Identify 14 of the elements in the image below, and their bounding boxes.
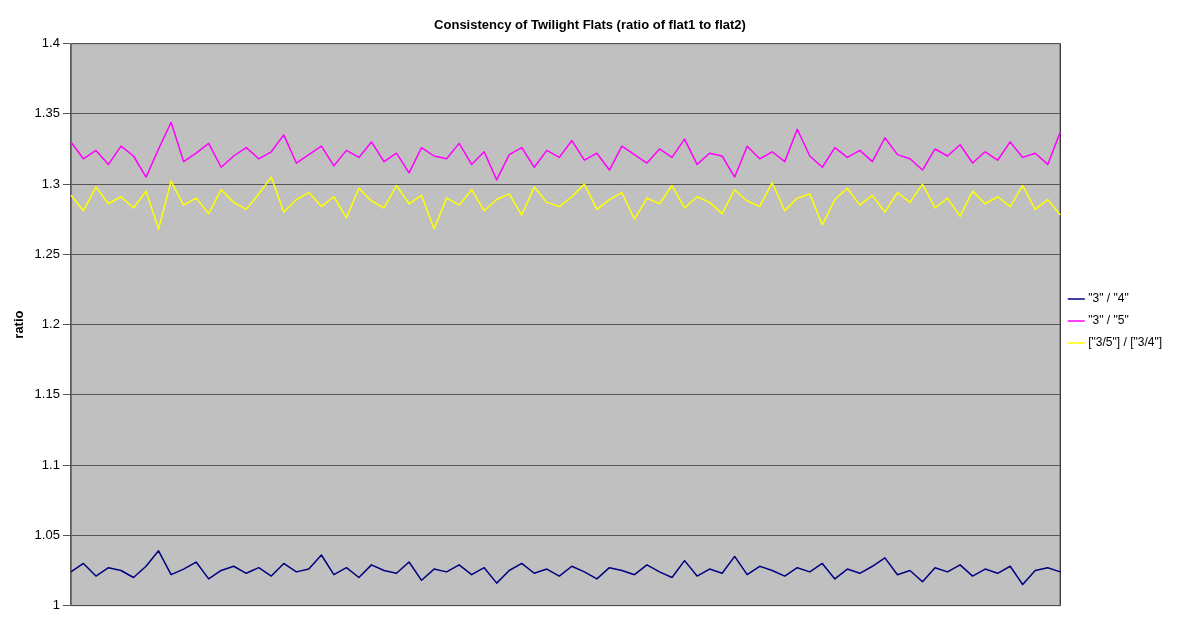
y-tick-label: 1.25 [34, 245, 60, 261]
y-tick-label: 1 [52, 597, 60, 613]
y-tick-label: 1.05 [34, 526, 60, 542]
y-tick-label: 1.1 [41, 456, 60, 472]
y-tick-label: 1.3 [41, 175, 60, 191]
y-tick-label: 1.2 [41, 316, 60, 332]
legend-label: "3" / "4" [1088, 291, 1129, 306]
y-tick-label: 1.15 [34, 386, 60, 402]
chart-title: Consistency of Twilight Flats (ratio of flat1 to flat2) [434, 17, 746, 33]
y-tick-label: 1.4 [41, 35, 60, 51]
y-tick-label: 1.35 [34, 105, 60, 121]
legend-label: "3" / "5" [1088, 313, 1129, 328]
legend-label: ["3/5"] / ["3/4"] [1088, 335, 1163, 350]
y-axis-title: ratio [11, 310, 27, 339]
